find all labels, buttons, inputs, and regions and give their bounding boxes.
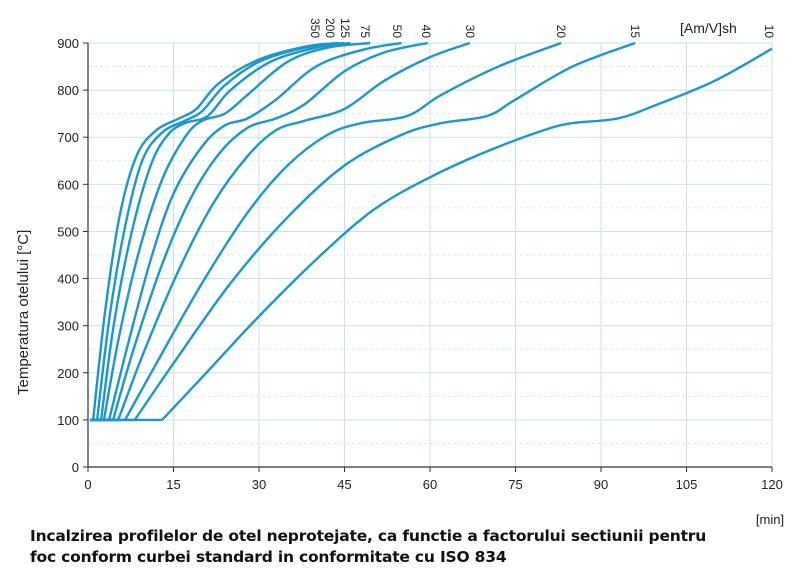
- y-tick-label: 800: [57, 83, 79, 98]
- y-tick-label: 500: [57, 224, 79, 239]
- x-tick-label: 15: [166, 477, 180, 492]
- x-tick-label: 105: [676, 477, 698, 492]
- series-label-75: 75: [358, 25, 372, 39]
- y-tick-label: 700: [57, 130, 79, 145]
- series-line-20: [124, 41, 562, 421]
- x-tick-label: 90: [594, 477, 608, 492]
- series-line-10: [161, 47, 773, 421]
- x-axis-label: [min]: [756, 512, 784, 527]
- x-tick-label: 75: [508, 477, 522, 492]
- y-tick-label: 900: [57, 36, 79, 51]
- series-label-20: 20: [554, 25, 568, 39]
- x-tick-label: 60: [423, 477, 437, 492]
- y-tick-label: 100: [57, 413, 79, 428]
- series-line-125: [99, 41, 351, 421]
- series-label-40: 40: [419, 25, 433, 39]
- y-tick-label: 400: [57, 272, 79, 287]
- x-tick-label: 120: [761, 477, 783, 492]
- series-line-75: [102, 41, 371, 421]
- series-line-50: [107, 41, 402, 421]
- y-axis-label: Temperatura otelului [°C]: [15, 230, 32, 395]
- series-label-200: 200: [323, 18, 337, 38]
- series-label-50: 50: [390, 25, 404, 39]
- caption-line-2: foc conform curbei standard in conformit…: [30, 548, 507, 566]
- series-label-350: 350: [308, 18, 322, 38]
- x-tick-label: 30: [252, 477, 266, 492]
- caption-line-1: Incalzirea profilelor de otel neprotejat…: [30, 527, 707, 545]
- series-line-15: [133, 41, 636, 421]
- y-tick-label: 0: [72, 460, 79, 475]
- chart-caption: Incalzirea profilelor de otel neprotejat…: [30, 526, 706, 568]
- y-tick-label: 200: [57, 366, 79, 381]
- x-tick-label: 45: [337, 477, 351, 492]
- y-tick-label: 600: [57, 177, 79, 192]
- series-label-125: 125: [338, 18, 352, 38]
- series-line-200: [95, 41, 345, 421]
- series-label: [Am/V]sh: [680, 20, 737, 36]
- y-tick-label: 300: [57, 319, 79, 334]
- series-label-30: 30: [463, 25, 477, 39]
- series-label-10: 10: [762, 25, 776, 39]
- series-line-30: [117, 41, 471, 421]
- x-tick-label: 0: [84, 477, 91, 492]
- series-line-350: [91, 41, 339, 421]
- series-line-40: [111, 41, 428, 421]
- series-label-15: 15: [628, 25, 642, 39]
